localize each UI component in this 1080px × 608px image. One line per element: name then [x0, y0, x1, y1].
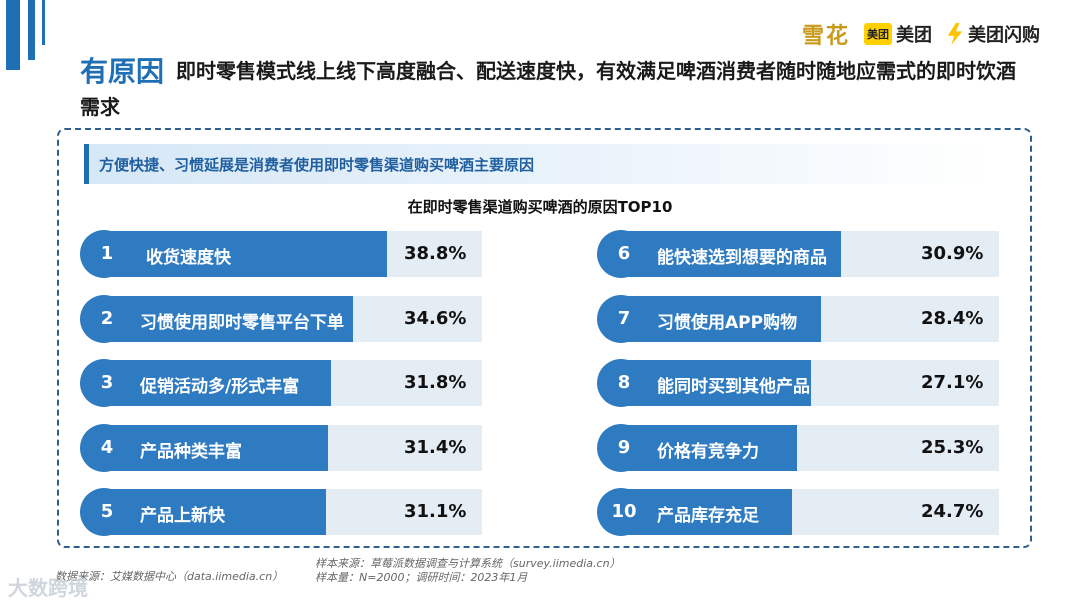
rank-circle — [80, 423, 128, 472]
bar-fill — [102, 231, 387, 277]
bar-item: 2 习惯使用即时零售平台下单 34.6% — [80, 294, 482, 343]
bar-label: 习惯使用即时零售平台下单 — [140, 312, 344, 333]
bar-track — [102, 424, 482, 471]
bar-value-label: 38.8% — [404, 243, 467, 264]
bar-value-label: 28.4% — [921, 307, 984, 329]
bar-track — [619, 424, 999, 471]
bar-item: 8 能同时买到其他产品 27.1% — [597, 359, 999, 407]
lightning-icon — [947, 23, 963, 45]
bar-fill — [102, 489, 326, 535]
bar-fill — [619, 489, 793, 535]
bar-fill — [102, 360, 332, 406]
bar-value-label: 24.7% — [921, 501, 984, 522]
bar-track — [619, 489, 999, 535]
headline: 有原因 即时零售模式线上线下高度融合、配送速度快，有效满足啤酒消费者随时随地应需式… — [80, 50, 1020, 124]
data-source-note: 数据来源：艾媒数据中心（data.iimedia.cn） — [55, 570, 284, 583]
meituan-logo: 美团 美团 — [864, 21, 932, 47]
rank-circle — [597, 359, 645, 407]
rank-number: 6 — [617, 243, 631, 264]
headline-text: 即时零售模式线上线下高度融合、配送速度快，有效满足啤酒消费者随时随地应需式的即时… — [80, 59, 1017, 119]
bar-item: 4 产品种类丰富 31.4% — [80, 423, 482, 472]
bar-value-label: 25.3% — [921, 436, 984, 458]
rank-number: 10 — [611, 501, 637, 522]
bar-label: 产品上新快 — [140, 506, 225, 526]
bar-item: 9 价格有竞争力 25.3% — [597, 423, 999, 472]
rank-circle — [80, 294, 128, 343]
bar-value-label: 34.6% — [404, 307, 467, 329]
sample-source-note: 样本来源：草莓派数据调查与计算系统（survey.iimedia.cn） — [315, 557, 621, 570]
rank-circle — [597, 230, 645, 278]
watermark: 大数跨境 — [8, 576, 88, 600]
bar-label: 促销活动多/形式丰富 — [140, 377, 300, 397]
bar-fill — [619, 295, 822, 342]
rank-number: 9 — [617, 436, 631, 458]
bar-fill — [102, 424, 329, 471]
bar-fill — [619, 424, 797, 471]
bar-label: 习惯使用APP购物 — [657, 312, 798, 333]
rank-number: 1 — [100, 243, 114, 264]
bar-value-label: 31.4% — [404, 436, 467, 458]
meituan-flash-logo: 美团闪购 — [946, 21, 1040, 47]
rank-number: 5 — [100, 501, 114, 522]
bar-item: 6 能快速选到想要的商品 30.9% — [597, 230, 999, 278]
chart-frame — [57, 128, 1032, 548]
rank-number: 8 — [617, 372, 631, 393]
bar-label: 能快速选到想要的商品 — [657, 248, 827, 268]
bar-fill — [619, 360, 812, 406]
rank-circle — [80, 230, 128, 278]
sample-size-note: 样本量：N=2000；调研时间：2023年1月 — [315, 571, 528, 584]
rank-circle — [597, 488, 645, 536]
rank-number: 4 — [100, 436, 114, 458]
bar-value-label: 30.9% — [921, 243, 984, 264]
headline-tag: 有原因 — [80, 55, 165, 88]
snow-beer-logo: 雪花 — [801, 24, 850, 49]
subtitle-banner: 方便快捷、习惯延展是消费者使用即时零售渠道购买啤酒主要原因 — [84, 144, 994, 184]
rank-number: 2 — [100, 307, 114, 329]
bar-track — [619, 231, 999, 277]
meituan-logo-text: 美团 — [896, 25, 932, 46]
bar-label: 能同时买到其他产品 — [657, 377, 810, 397]
meituan-flash-logo-text: 美团闪购 — [968, 25, 1040, 46]
meituan-logo-box: 美团 — [864, 23, 892, 45]
corner-decoration — [0, 0, 70, 70]
rank-circle — [597, 294, 645, 343]
bar-label: 价格有竞争力 — [657, 441, 759, 462]
bar-fill — [102, 295, 354, 342]
rank-circle — [80, 488, 128, 536]
bar-track — [102, 295, 482, 342]
bar-item: 3 促销活动多/形式丰富 31.8% — [80, 359, 482, 407]
bar-label: 收货速度快 — [146, 248, 231, 268]
bar-track — [619, 360, 999, 406]
bar-item: 7 习惯使用APP购物 28.4% — [597, 294, 999, 343]
bar-item: 1 收货速度快 38.8% — [80, 230, 482, 278]
bar-track — [102, 231, 482, 277]
rank-number: 7 — [617, 307, 631, 329]
bar-value-label: 31.8% — [404, 372, 467, 393]
bar-value-label: 27.1% — [921, 372, 984, 393]
rank-circle — [80, 359, 128, 407]
bar-track — [102, 489, 482, 535]
bar-item: 5 产品上新快 31.1% — [80, 488, 482, 536]
bar-label: 产品库存充足 — [657, 506, 759, 526]
rank-number: 3 — [100, 372, 114, 393]
bar-item: 10 产品库存充足 24.7% — [597, 488, 999, 536]
bar-value-label: 31.1% — [404, 501, 467, 522]
bar-track — [619, 295, 999, 342]
bar-label: 产品种类丰富 — [140, 441, 242, 462]
rank-circle — [597, 423, 645, 472]
bar-track — [102, 360, 482, 406]
subtitle-text: 方便快捷、习惯延展是消费者使用即时零售渠道购买啤酒主要原因 — [99, 156, 535, 174]
bar-fill — [619, 231, 842, 277]
chart-title: 在即时零售渠道购买啤酒的原因TOP10 — [407, 198, 673, 216]
brand-logos: 雪花 美团 美团 美团闪购 — [802, 18, 1040, 50]
